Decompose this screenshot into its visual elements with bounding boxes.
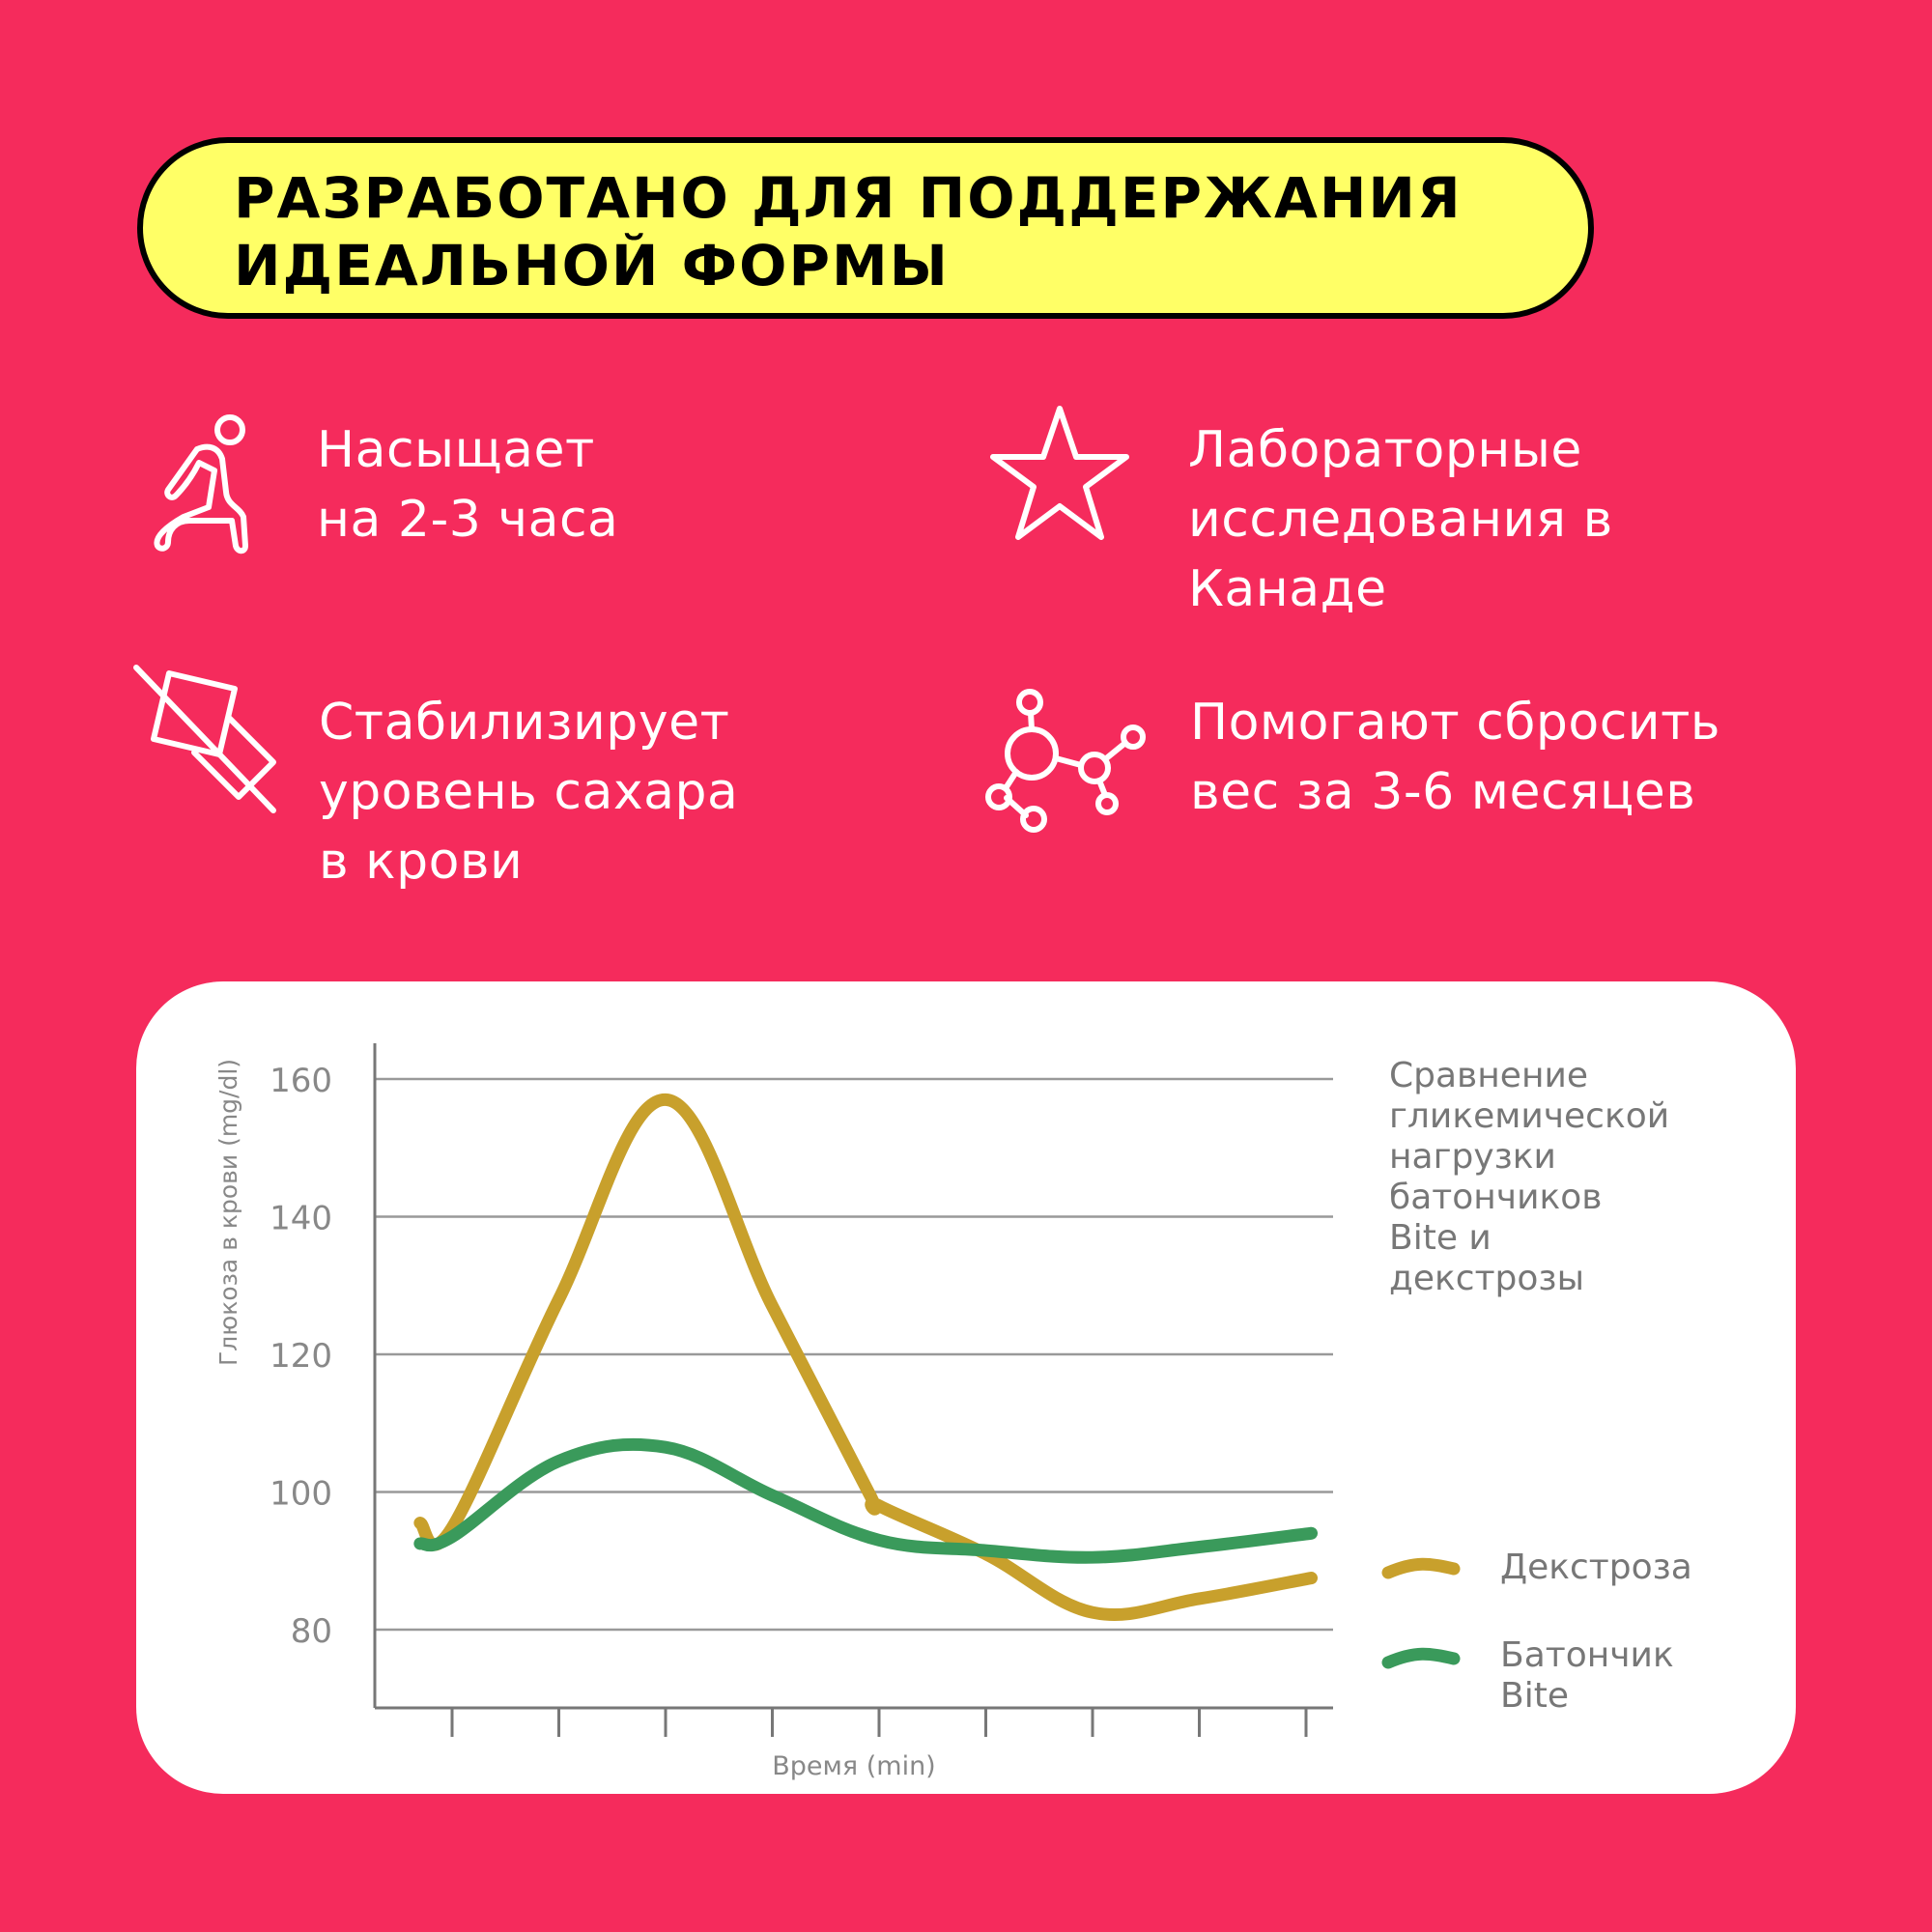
y-tick-label: 120 bbox=[270, 1337, 332, 1376]
feature-sugar-text: Стабилизирует уровень сахара в крови bbox=[319, 688, 738, 896]
feature-lab-text: Лабораторные исследования в Канаде bbox=[1188, 415, 1613, 624]
bite-series-line bbox=[413, 1437, 1319, 1564]
feature-line: Стабилизирует bbox=[319, 694, 730, 752]
feature-line: Лабораторные bbox=[1188, 421, 1582, 479]
y-axis-label: Глюкоза в крови (mg/dl) bbox=[214, 1059, 242, 1366]
chart-note-line: Bite и bbox=[1389, 1218, 1492, 1258]
legend-swatch-dextrose bbox=[1381, 1557, 1461, 1579]
legend-text: Батончик Bite bbox=[1500, 1635, 1674, 1716]
y-tick-label: 100 bbox=[270, 1475, 332, 1514]
feature-line: вес за 3-6 месяцев bbox=[1190, 763, 1696, 821]
chart-note-line: Сравнение bbox=[1389, 1056, 1589, 1095]
stretching-person-icon bbox=[145, 411, 261, 555]
headline-banner: РАЗРАБОТАНО ДЛЯ ПОДДЕРЖАНИЯ ИДЕАЛЬНОЙ ФО… bbox=[137, 137, 1594, 319]
molecule-icon bbox=[983, 686, 1148, 836]
x-axis-label: Время (min) bbox=[772, 1751, 935, 1781]
chart-note-line: гликемической bbox=[1389, 1096, 1670, 1136]
chart-note-line: декстрозы bbox=[1389, 1259, 1584, 1298]
headline-line-2: ИДЕАЛЬНОЙ ФОРМЫ bbox=[234, 233, 950, 298]
dextrose-series-line bbox=[413, 1093, 1319, 1622]
y-tick-label: 80 bbox=[291, 1612, 332, 1651]
feature-line: Насыщает bbox=[317, 421, 595, 479]
feature-satiety-text: Насыщает на 2-3 часа bbox=[317, 415, 618, 554]
feature-line: Канаде bbox=[1188, 560, 1387, 618]
feature-line: на 2-3 часа bbox=[317, 491, 619, 549]
legend-label-bite: Батончик Bite bbox=[1500, 1635, 1751, 1717]
y-tick-label: 140 bbox=[270, 1200, 332, 1238]
feature-line: в крови bbox=[319, 833, 524, 891]
feature-line: Помогают сбросить bbox=[1190, 694, 1721, 752]
chart-card bbox=[136, 981, 1796, 1794]
headline-line-1: РАЗРАБОТАНО ДЛЯ ПОДДЕРЖАНИЯ bbox=[234, 165, 1463, 231]
chart-note-line: батончиков bbox=[1389, 1178, 1603, 1217]
feature-line: исследования в bbox=[1188, 491, 1613, 549]
legend-text: Декстроза bbox=[1500, 1548, 1692, 1587]
y-tick-label: 160 bbox=[270, 1062, 332, 1100]
no-sugar-icon bbox=[130, 662, 285, 816]
chart-note-line: нагрузки bbox=[1389, 1137, 1556, 1177]
legend-label-dextrose: Декстроза bbox=[1500, 1548, 1692, 1588]
legend-swatch-bite bbox=[1381, 1647, 1461, 1669]
chart-note: Сравнение гликемической нагрузки батончи… bbox=[1389, 1056, 1669, 1299]
star-icon bbox=[987, 404, 1132, 544]
feature-weight-text: Помогают сбросить вес за 3-6 месяцев bbox=[1190, 688, 1720, 827]
feature-line: уровень сахара bbox=[319, 763, 739, 821]
